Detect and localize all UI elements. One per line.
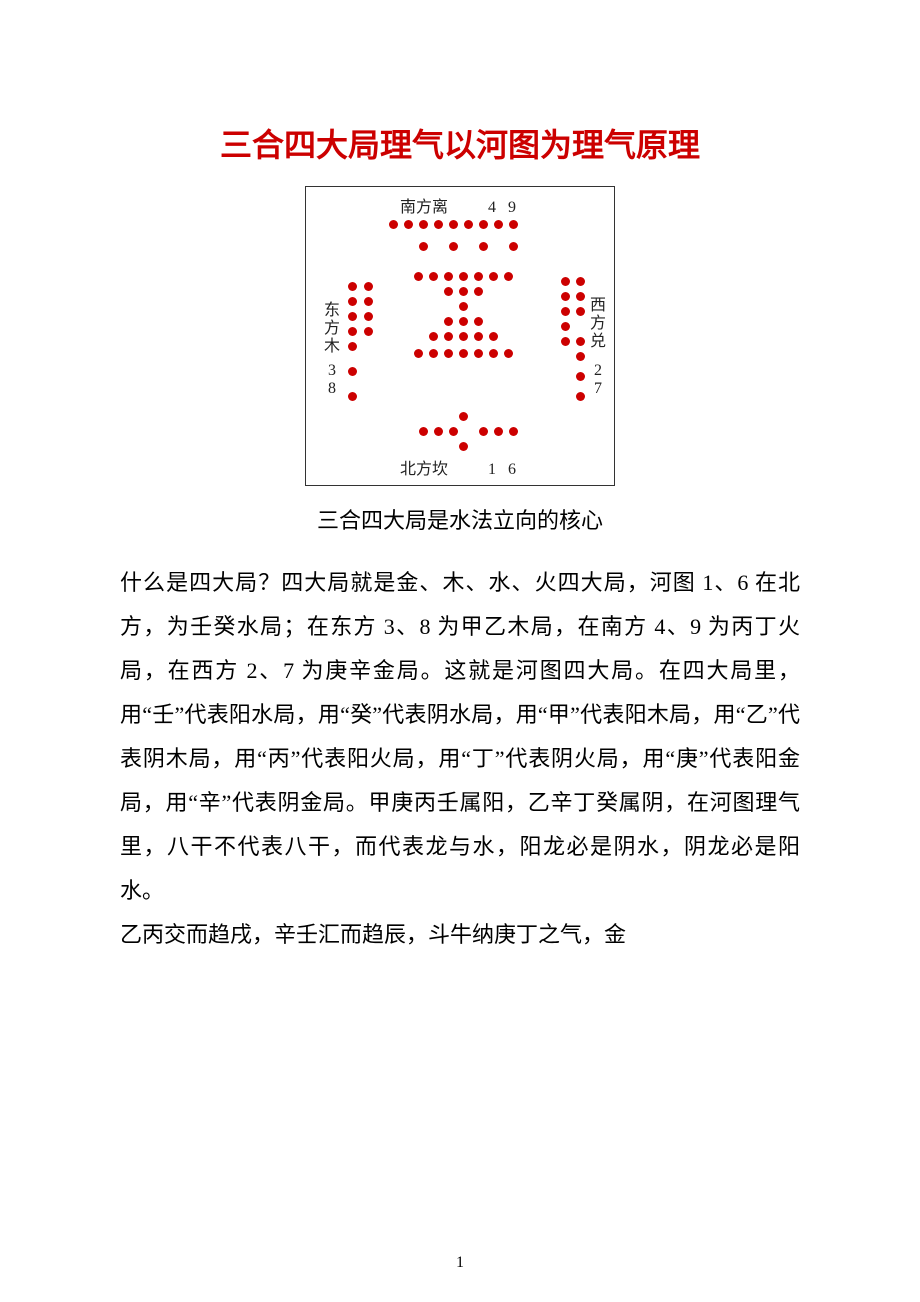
diagram-dot	[576, 277, 585, 286]
diagram-dot	[348, 327, 357, 336]
diagram-label-west: 西方兑	[590, 297, 606, 351]
diagram-dot	[561, 307, 570, 316]
diagram-dot	[364, 312, 373, 321]
diagram-dot	[509, 427, 518, 436]
diagram-dot	[348, 297, 357, 306]
diagram-dot	[414, 272, 423, 281]
diagram-dot	[419, 427, 428, 436]
diagram-dot	[489, 272, 498, 281]
diagram-label-east-nums: 38	[324, 362, 340, 398]
diagram-dot	[459, 412, 468, 421]
diagram-dot	[414, 349, 423, 358]
diagram-dot	[459, 272, 468, 281]
diagram-dot	[429, 332, 438, 341]
diagram-dot	[429, 272, 438, 281]
diagram-dot	[459, 442, 468, 451]
paragraph-2: 乙丙交而趋戌，辛壬汇而趋辰，斗牛纳庚丁之气，金	[120, 913, 800, 957]
diagram-dot	[459, 302, 468, 311]
diagram-label-north: 北方坎 1 6	[400, 455, 520, 479]
diagram-dot	[348, 312, 357, 321]
diagram-dot	[444, 287, 453, 296]
diagram-dot	[459, 287, 468, 296]
diagram-dot	[561, 292, 570, 301]
diagram-dot	[389, 220, 398, 229]
diagram-dot	[364, 282, 373, 291]
diagram-label-east: 东方木	[324, 302, 340, 356]
diagram-dot	[364, 327, 373, 336]
north-nums: 1 6	[488, 461, 520, 478]
paragraph-1: 什么是四大局？四大局就是金、木、水、火四大局，河图 1、6 在北方，为壬癸水局；…	[120, 561, 800, 913]
diagram-label-south: 南方离 4 9	[400, 193, 520, 217]
diagram-dot	[504, 349, 513, 358]
diagram-dot	[474, 317, 483, 326]
diagram-dot	[449, 220, 458, 229]
diagram-dot	[348, 342, 357, 351]
document-subtitle: 三合四大局是水法立向的核心	[120, 501, 800, 541]
diagram-dot	[429, 349, 438, 358]
south-nums: 4 9	[488, 199, 520, 216]
document-title: 三合四大局理气以河图为理气原理	[120, 120, 800, 166]
diagram-dot	[348, 367, 357, 376]
diagram-dot	[434, 427, 443, 436]
diagram-dot	[509, 242, 518, 251]
diagram-dot	[479, 220, 488, 229]
diagram-dot	[489, 349, 498, 358]
diagram-dot	[494, 220, 503, 229]
diagram-dot	[474, 272, 483, 281]
diagram-dot	[419, 220, 428, 229]
diagram-dot	[449, 427, 458, 436]
diagram-dot	[576, 352, 585, 361]
diagram-dot	[459, 332, 468, 341]
diagram-dot	[449, 242, 458, 251]
diagram-dot	[434, 220, 443, 229]
diagram-dot	[444, 332, 453, 341]
diagram-dot	[561, 322, 570, 331]
diagram-dot	[474, 349, 483, 358]
diagram-dot	[576, 307, 585, 316]
diagram-dot	[576, 392, 585, 401]
diagram-dot	[459, 317, 468, 326]
diagram-dot	[479, 427, 488, 436]
diagram-dot	[348, 392, 357, 401]
diagram-dot	[576, 292, 585, 301]
hetu-diagram: 南方离 4 9 北方坎 1 6 东方木 38 西方兑 27	[305, 186, 615, 486]
diagram-label-west-nums: 27	[590, 362, 606, 398]
north-text: 北方坎	[400, 461, 448, 478]
diagram-dot	[576, 337, 585, 346]
diagram-dot	[348, 282, 357, 291]
diagram-dot	[479, 242, 488, 251]
diagram-dot	[444, 317, 453, 326]
diagram-dot	[474, 287, 483, 296]
diagram-dot	[504, 272, 513, 281]
diagram-dot	[459, 349, 468, 358]
diagram-dot	[364, 297, 373, 306]
diagram-dot	[561, 277, 570, 286]
diagram-dot	[444, 349, 453, 358]
south-text: 南方离	[400, 199, 448, 216]
diagram-dot	[576, 372, 585, 381]
page-number: 1	[456, 1254, 464, 1272]
diagram-dot	[489, 332, 498, 341]
diagram-dot	[474, 332, 483, 341]
diagram-dot	[444, 272, 453, 281]
diagram-dot	[561, 337, 570, 346]
diagram-dot	[419, 242, 428, 251]
diagram-dot	[464, 220, 473, 229]
diagram-dot	[404, 220, 413, 229]
diagram-dot	[509, 220, 518, 229]
diagram-dot	[494, 427, 503, 436]
